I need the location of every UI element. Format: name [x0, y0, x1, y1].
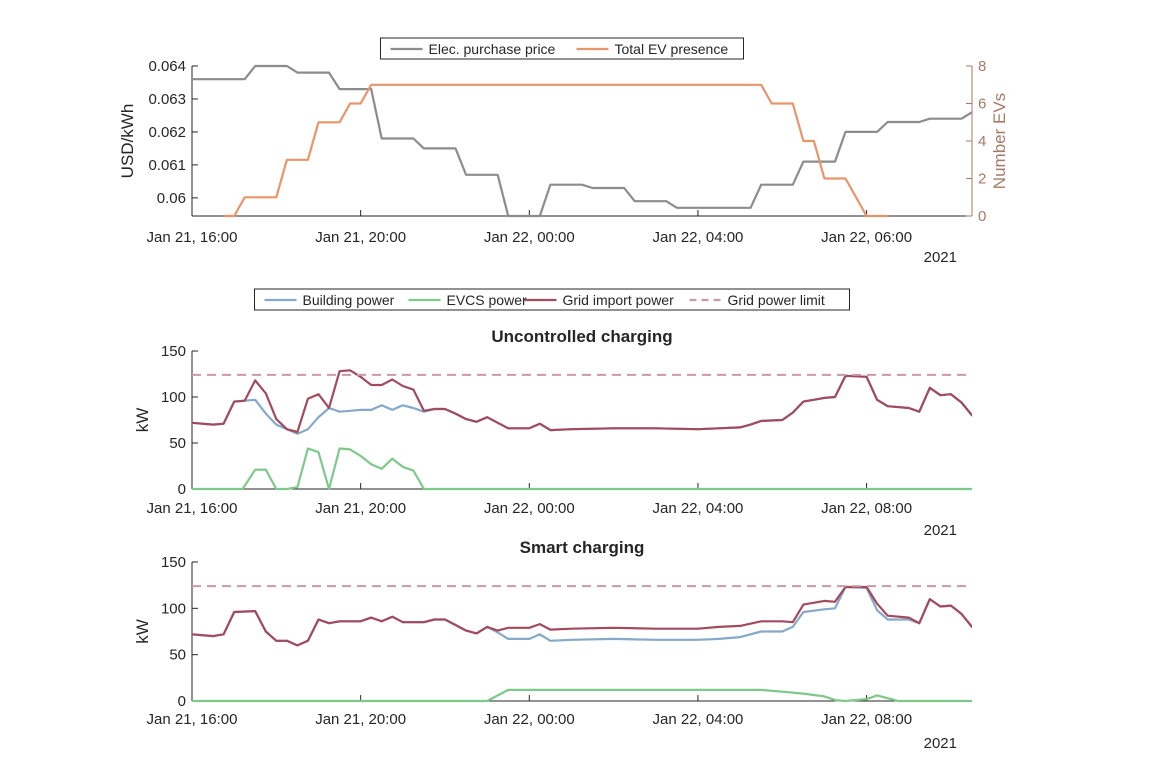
legend-label: EVCS power [447, 292, 527, 308]
series-line-evcs-power [192, 688, 972, 703]
x-tick-label: Jan 21, 16:00 [147, 711, 238, 728]
legend: Elec. purchase price Total EV presence [380, 37, 744, 60]
chart-title: Uncontrolled charging [491, 327, 672, 346]
chart-panel-price_ev: 0.06 0.061 0.062 0.063 0.064 0 2 4 6 8 Number EVs J… [118, 37, 1009, 266]
x-tick-label: Jan 21, 16:00 [147, 229, 238, 246]
y-tick-label: 100 [161, 600, 186, 617]
x-tick-label: Jan 22, 06:00 [821, 229, 912, 246]
x-tick-label: Jan 21, 16:00 [147, 500, 238, 517]
y-tick-label: 0 [178, 481, 186, 498]
y-tick-right-label: 6 [978, 96, 986, 113]
x-tick-label: Jan 21, 20:00 [315, 229, 406, 246]
y-tick-right-label: 8 [978, 58, 986, 75]
x-tick-label: Jan 22, 08:00 [821, 500, 912, 517]
chart-title: Smart charging [520, 538, 645, 557]
legend-label: Total EV presence [615, 41, 729, 57]
series-line-grid-import-power [192, 585, 972, 647]
legend-box [380, 37, 744, 60]
series-line-total-ev-presence [223, 83, 888, 218]
y-tick-label: 0.061 [148, 157, 186, 174]
y-tick-label: 150 [161, 343, 186, 360]
x-axis-year-label: 2021 [924, 249, 957, 266]
y-tick-right-label: 2 [978, 171, 986, 188]
y-tick-label: 0.06 [157, 190, 186, 207]
y-tick-label: 50 [169, 647, 186, 664]
y-tick-label: 150 [161, 554, 186, 571]
plot-area [192, 585, 972, 703]
y-tick-label: 0.063 [148, 91, 186, 108]
x-tick-label: Jan 22, 00:00 [484, 500, 575, 517]
y-tick-label: 0.062 [148, 124, 186, 141]
legend-label: Elec. purchase price [429, 41, 556, 57]
y-axis-title: USD/kWh [118, 104, 137, 179]
series-line-grid-import-power [192, 369, 972, 434]
y-axis-right-title: Number EVs [990, 93, 1009, 189]
series-line-evcs-power [192, 447, 972, 491]
y-axis-title: kW [133, 619, 152, 644]
series-line-elec-purchase-price [192, 64, 972, 218]
y-tick-label: 0 [178, 693, 186, 710]
y-tick-label: 100 [161, 389, 186, 406]
legend-label: Grid import power [563, 292, 675, 308]
x-tick-label: Jan 22, 08:00 [821, 711, 912, 728]
x-tick-label: Jan 22, 04:00 [652, 229, 743, 246]
x-tick-label: Jan 22, 04:00 [652, 500, 743, 517]
y-axis-title: kW [133, 408, 152, 433]
x-axis-year-label: 2021 [924, 735, 957, 752]
x-tick-label: Jan 21, 20:00 [315, 711, 406, 728]
legend-label: Grid power limit [728, 292, 825, 308]
chart-panel-uncontrolled: 0 50 100 150 Jan 21, 16:00 Jan 21, 20:00 Jan 2… [133, 288, 972, 539]
x-tick-label: Jan 21, 20:00 [315, 500, 406, 517]
y-tick-label: 50 [169, 435, 186, 452]
plot-area [192, 369, 972, 491]
legend: Building power EVCS power Grid import powe… [254, 288, 850, 311]
x-tick-label: Jan 22, 00:00 [484, 711, 575, 728]
plot-area [192, 64, 972, 218]
y-tick-right-label: 0 [978, 208, 986, 225]
y-tick-right-label: 4 [978, 133, 986, 150]
x-tick-label: Jan 22, 04:00 [652, 711, 743, 728]
legend-label: Building power [303, 292, 395, 308]
x-tick-label: Jan 22, 00:00 [484, 229, 575, 246]
chart-panel-smart: 0 50 100 150 Jan 21, 16:00 Jan 21, 20:00 Jan 2… [133, 538, 972, 752]
y-tick-label: 0.064 [148, 58, 186, 75]
x-axis-year-label: 2021 [924, 522, 957, 539]
